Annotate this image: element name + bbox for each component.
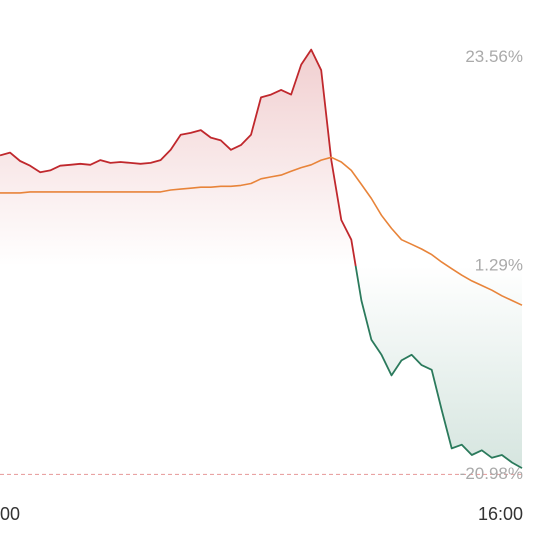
price-line — [0, 48, 523, 469]
average-line — [0, 156, 523, 306]
y-tick-label: -20.98% — [460, 464, 523, 483]
y-tick-label: 1.29% — [475, 255, 523, 274]
x-tick-label: 00 — [0, 504, 20, 524]
x-tick-label: 16:00 — [478, 504, 523, 524]
price-area — [0, 49, 522, 469]
y-tick-label: 23.56% — [465, 47, 523, 66]
